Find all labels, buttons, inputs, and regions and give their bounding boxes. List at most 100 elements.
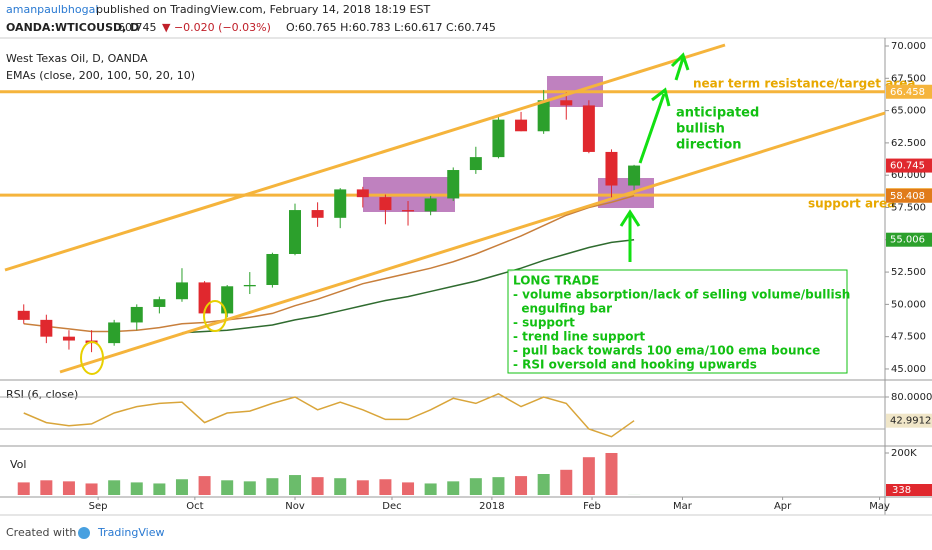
y-tick-label: 200K xyxy=(891,448,917,459)
arrow xyxy=(638,87,671,164)
candle-body xyxy=(447,170,460,199)
candle-body xyxy=(243,284,256,287)
x-tick-label: 2018 xyxy=(479,501,504,512)
price-label: 66.458 xyxy=(890,87,925,98)
volume-bar xyxy=(334,478,347,495)
x-tick-label: Feb xyxy=(583,501,601,512)
candle-body xyxy=(515,119,528,132)
annotation: anticipated xyxy=(676,106,759,121)
volume-bar xyxy=(537,473,550,495)
chart-subtitle: EMAs (close, 200, 100, 50, 20, 10) xyxy=(6,69,195,82)
candle-body xyxy=(560,100,573,106)
candle-body xyxy=(266,253,279,285)
y-tick-label: 50.000 xyxy=(891,299,926,310)
arrow xyxy=(670,52,690,81)
trade-box xyxy=(507,269,848,374)
volume-bar xyxy=(130,482,143,495)
trade-note: - support xyxy=(513,316,575,330)
candle-body xyxy=(469,157,482,171)
trade-note: - RSI oversold and hooking upwards xyxy=(513,358,757,372)
circle xyxy=(80,341,104,375)
candle-body xyxy=(108,322,121,344)
candle-body xyxy=(492,119,505,158)
price-label-bg xyxy=(886,158,932,173)
vol-title: Vol xyxy=(10,458,26,471)
channel-top xyxy=(4,43,726,272)
x-tick-label: Mar xyxy=(673,501,693,512)
rsi-line xyxy=(23,392,635,438)
y-tick-label: 62.500 xyxy=(891,138,926,149)
volume-bar xyxy=(153,483,166,495)
volume-bar xyxy=(605,452,618,495)
brand[interactable]: TradingView xyxy=(97,526,164,539)
published: published on TradingView.com, February 1… xyxy=(96,3,430,16)
volume-bar xyxy=(492,477,505,495)
candle-body xyxy=(605,151,618,186)
volume-bar xyxy=(402,482,415,495)
volume-bar xyxy=(17,482,30,495)
trade-note: engulfing bar xyxy=(513,302,612,316)
channel-bottom xyxy=(59,111,886,374)
volume-bar xyxy=(379,479,392,495)
y-tick-label: 47.500 xyxy=(891,332,926,343)
price-label-bg xyxy=(886,232,932,247)
volume-bar xyxy=(40,480,53,495)
x-tick-label: Dec xyxy=(382,501,401,512)
price-label: 60.745 xyxy=(890,161,925,172)
arrow xyxy=(619,209,641,262)
price-pane xyxy=(0,76,885,353)
volume-bar xyxy=(311,477,324,495)
volume-bar xyxy=(266,478,279,495)
trade-note: - pull back towards 100 ema/100 ema boun… xyxy=(513,344,820,358)
candle-body xyxy=(379,197,392,211)
x-tick-label: Nov xyxy=(285,501,305,512)
chart-title: West Texas Oil, D, OANDA xyxy=(6,52,148,65)
created: Created with xyxy=(6,526,76,539)
volume-bar xyxy=(221,480,234,495)
annotation: bullish xyxy=(676,122,725,137)
change: ▼ −0.020 (−0.03%) xyxy=(162,21,271,34)
volume-bar xyxy=(582,457,595,495)
candle-body xyxy=(311,210,324,218)
price-label-bg xyxy=(886,84,932,99)
candle-body xyxy=(289,210,301,254)
volume-bar xyxy=(62,481,75,495)
vol-label-bg xyxy=(886,484,932,496)
y-tick-label: 70.000 xyxy=(891,41,926,52)
price-label-bg xyxy=(886,188,932,203)
x-tick-label: Sep xyxy=(89,501,108,512)
y-tick-label: 52.500 xyxy=(891,267,926,278)
author[interactable]: amanpaulbhogal xyxy=(6,3,98,16)
candle-body xyxy=(582,105,595,152)
candle-body xyxy=(62,336,75,341)
y-tick-label: 65.000 xyxy=(891,106,926,117)
y-tick-label: 60.000 xyxy=(891,170,926,181)
x-tick-label: May xyxy=(869,501,890,512)
price-label: 58.408 xyxy=(890,191,925,202)
y-tick-label: 45.000 xyxy=(891,364,926,375)
ema-line xyxy=(23,195,635,333)
candle-body xyxy=(628,165,641,186)
y-tick-label: 80.0000 xyxy=(891,392,932,403)
volume-bar xyxy=(175,479,188,495)
logo xyxy=(78,527,90,539)
y-tick-label: 57.500 xyxy=(891,202,926,213)
candle-body xyxy=(130,306,143,323)
volume-bar xyxy=(85,483,98,495)
annotation: direction xyxy=(676,138,742,153)
candle-body xyxy=(424,198,437,212)
annotation: support area xyxy=(808,197,895,211)
volume-bar xyxy=(469,478,482,495)
candle-body xyxy=(175,282,188,300)
volume-bar xyxy=(356,480,369,495)
vol-label: 338 xyxy=(892,485,911,496)
volume-bar xyxy=(289,475,301,495)
candle-body xyxy=(221,286,234,314)
rsi-label-bg xyxy=(886,413,932,428)
volume-bar xyxy=(108,480,121,495)
candle-body xyxy=(402,210,415,212)
volume-bar xyxy=(243,481,256,495)
symbol: OANDA:WTICOUSD, D xyxy=(6,21,139,34)
y-tick-label: 67.500 xyxy=(891,73,926,84)
